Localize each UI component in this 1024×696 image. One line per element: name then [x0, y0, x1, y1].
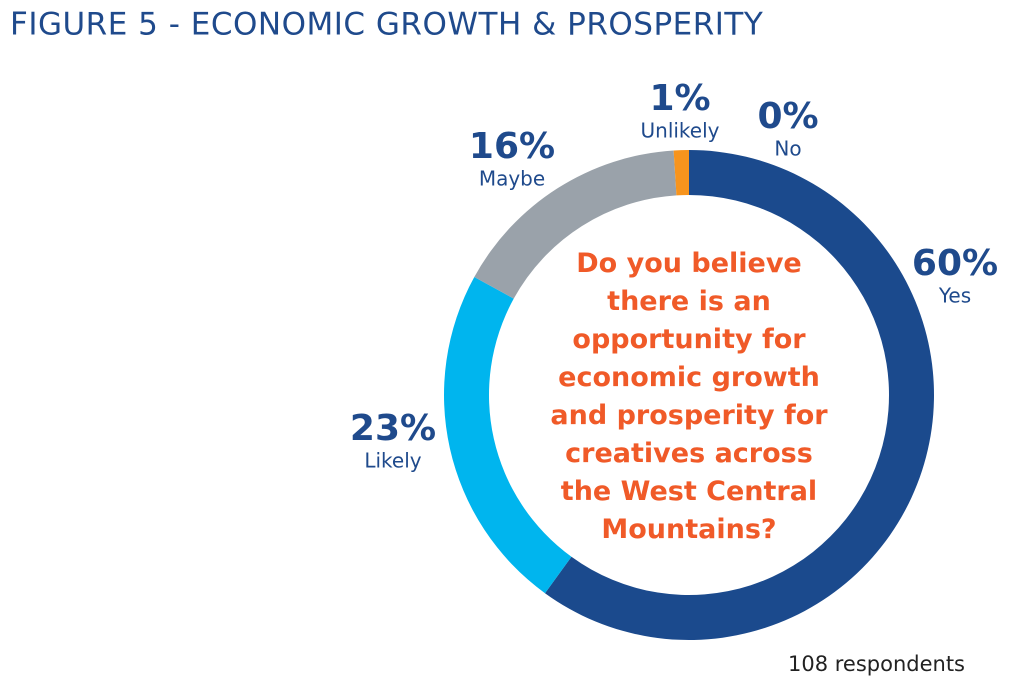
- donut-slice: [444, 276, 572, 594]
- category-label: Maybe: [479, 167, 545, 191]
- note: 108 respondents: [788, 652, 965, 676]
- value-label: 0%: [757, 96, 818, 137]
- category-label: Yes: [938, 284, 971, 308]
- donut-slice: [673, 150, 689, 196]
- value-label: 1%: [649, 78, 710, 119]
- donut-slice: [474, 150, 677, 299]
- value-label: 60%: [912, 243, 998, 284]
- value-label: 16%: [469, 126, 555, 167]
- category-label: Likely: [364, 449, 421, 473]
- category-label: Unlikely: [641, 119, 720, 143]
- donut-slice: [544, 150, 935, 641]
- category-label: No: [774, 137, 801, 161]
- center-question: Do you believe there is an opportunity f…: [550, 248, 828, 545]
- value-label: 23%: [350, 408, 436, 449]
- chart-title: FIGURE 5 - ECONOMIC GROWTH & PROSPERITY: [10, 7, 763, 43]
